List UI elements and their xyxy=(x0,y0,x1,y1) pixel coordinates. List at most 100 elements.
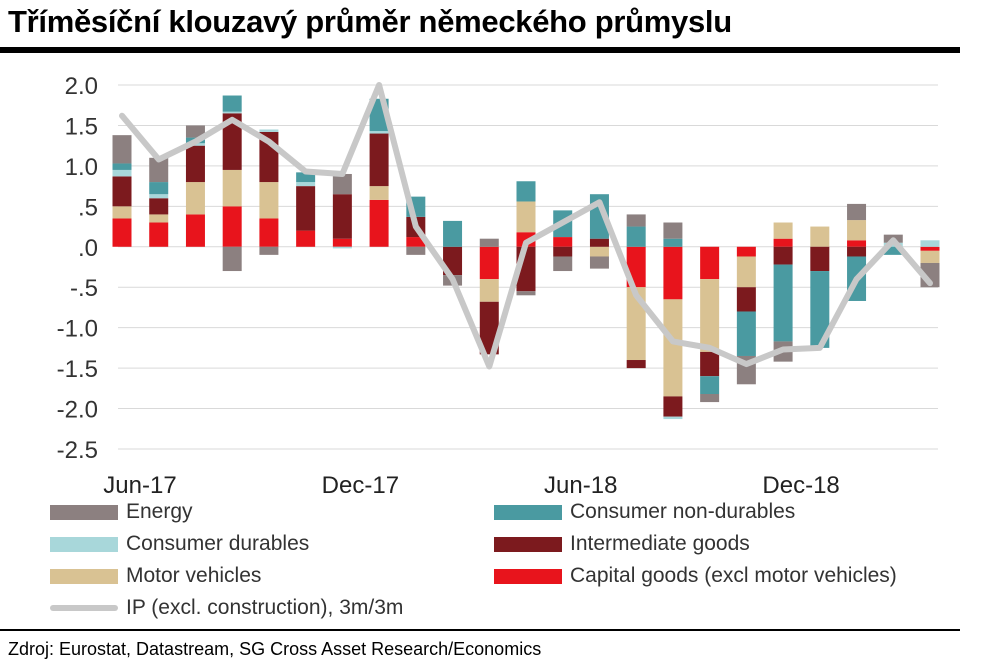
bar-energy-oct-17 xyxy=(259,246,279,255)
bar-intermediate-goods-feb-19 xyxy=(847,246,867,257)
legend-item: IP (excl. construction), 3m/3m xyxy=(50,596,403,620)
bar-capital-goods-excl-motor-vehicles-aug-17 xyxy=(185,214,205,247)
bar-energy-oct-18 xyxy=(700,393,720,403)
legend-label: IP (excl. construction), 3m/3m xyxy=(126,596,404,619)
bar-consumer-non-durables-mar-19 xyxy=(883,246,903,255)
legend-swatch xyxy=(494,568,562,584)
y-axis: 2.0 1.5 1.0 .5 .0 -.5 -1.0 -1.5 -2.0 -2.5 xyxy=(57,73,98,464)
bar-intermediate-goods-jan-18 xyxy=(369,133,389,187)
bar-motor-vehicles-apr-19 xyxy=(920,250,940,263)
y-tick-label: .5 xyxy=(78,194,98,221)
bar-capital-goods-excl-motor-vehicles-dec-17 xyxy=(332,238,352,247)
y-tick-label: 2.0 xyxy=(65,73,98,100)
bar-motor-vehicles-apr-18 xyxy=(479,279,499,302)
y-tick-label: -.5 xyxy=(70,275,98,302)
bar-energy-dec-17 xyxy=(332,173,352,195)
y-tick-label: -1.5 xyxy=(57,356,98,383)
bar-consumer-durables-dec-17 xyxy=(332,246,352,249)
title-divider xyxy=(0,47,960,53)
x-tick-label: Dec-17 xyxy=(322,472,399,499)
legend-swatch xyxy=(50,536,118,552)
source-divider xyxy=(0,629,960,631)
legend-label: Consumer durables xyxy=(126,532,310,555)
bar-motor-vehicles-sep-18 xyxy=(663,299,683,397)
bar-consumer-durables-nov-17 xyxy=(296,182,316,187)
bar-energy-feb-19 xyxy=(847,203,867,221)
bar-capital-goods-excl-motor-vehicles-nov-18 xyxy=(736,246,756,257)
bar-consumer-durables-sep-17 xyxy=(222,111,242,114)
source-note: Zdroj: Eurostat, Datastream, SG Cross As… xyxy=(8,639,542,659)
x-tick-label: Jun-18 xyxy=(544,472,617,499)
bar-intermediate-goods-aug-18 xyxy=(626,360,646,369)
bar-consumer-non-durables-sep-17 xyxy=(222,95,242,112)
bar-capital-goods-excl-motor-vehicles-oct-17 xyxy=(259,218,279,247)
bar-consumer-non-durables-dec-18 xyxy=(773,264,793,342)
legend-item: Motor vehicles xyxy=(50,564,261,588)
bar-capital-goods-excl-motor-vehicles-jan-18 xyxy=(369,199,389,247)
bar-intermediate-goods-dec-18 xyxy=(773,246,793,265)
legend-swatch xyxy=(50,568,118,584)
bar-capital-goods-excl-motor-vehicles-feb-19 xyxy=(847,240,867,247)
bar-consumer-durables-jul-17 xyxy=(149,194,169,199)
bar-intermediate-goods-aug-17 xyxy=(185,145,205,183)
bar-consumer-non-durables-jan-19 xyxy=(810,271,830,348)
bar-energy-apr-18 xyxy=(479,238,499,247)
bar-capital-goods-excl-motor-vehicles-apr-18 xyxy=(479,246,499,280)
legend-label: Capital goods (excl motor vehicles) xyxy=(570,564,897,587)
legend-label: Motor vehicles xyxy=(126,564,262,587)
bar-energy-sep-18 xyxy=(663,222,683,239)
y-tick-label: -1.0 xyxy=(57,316,98,343)
stacked-bar-chart: 2.0 1.5 1.0 .5 .0 -.5 -1.0 -1.5 -2.0 -2.5 Jun-17 D… xyxy=(57,73,940,499)
bar-motor-vehicles-jul-17 xyxy=(149,214,169,223)
bar-capital-goods-excl-motor-vehicles-oct-18 xyxy=(700,246,720,280)
bar-capital-goods-excl-motor-vehicles-dec-18 xyxy=(773,238,793,247)
bar-energy-jun-18 xyxy=(553,256,573,272)
bar-capital-goods-excl-motor-vehicles-jun-18 xyxy=(553,237,573,247)
legend-swatch xyxy=(494,504,562,520)
bar-motor-vehicles-aug-17 xyxy=(185,182,205,215)
bar-consumer-durables-oct-17 xyxy=(259,129,279,132)
legend-swatch xyxy=(494,536,562,552)
legend-item: Consumer durables xyxy=(50,532,309,556)
bar-consumer-non-durables-jul-17 xyxy=(149,182,169,195)
bar-motor-vehicles-dec-18 xyxy=(773,222,793,239)
bar-consumer-durables-jan-18 xyxy=(369,131,389,134)
bar-motor-vehicles-jul-18 xyxy=(589,246,609,257)
bar-intermediate-goods-jul-18 xyxy=(589,238,609,247)
chart-bars xyxy=(112,95,940,420)
bar-intermediate-goods-jun-17 xyxy=(112,176,132,207)
bar-motor-vehicles-oct-17 xyxy=(259,182,279,219)
legend-item: Capital goods (excl motor vehicles) xyxy=(494,564,897,588)
bar-capital-goods-excl-motor-vehicles-sep-17 xyxy=(222,206,242,247)
y-tick-label: 1.0 xyxy=(65,154,98,181)
bar-consumer-non-durables-nov-17 xyxy=(296,172,316,183)
chart-line xyxy=(119,82,933,370)
bar-capital-goods-excl-motor-vehicles-sep-18 xyxy=(663,246,683,300)
bar-motor-vehicles-nov-18 xyxy=(736,256,756,288)
bar-energy-aug-18 xyxy=(626,214,646,227)
bar-energy-jul-18 xyxy=(589,256,609,269)
y-tick-label: -2.5 xyxy=(57,437,98,464)
x-tick-label: Jun-17 xyxy=(103,472,176,499)
bar-consumer-non-durables-mar-18 xyxy=(443,220,463,247)
bar-motor-vehicles-oct-18 xyxy=(700,279,720,352)
bar-capital-goods-excl-motor-vehicles-jul-17 xyxy=(149,222,169,247)
bar-energy-may-18 xyxy=(516,291,536,296)
bar-capital-goods-excl-motor-vehicles-jun-17 xyxy=(112,218,132,247)
y-tick-label: 1.5 xyxy=(65,113,98,140)
ip-line-series xyxy=(119,82,933,370)
bar-consumer-non-durables-jun-17 xyxy=(112,163,132,170)
bar-intermediate-goods-nov-17 xyxy=(296,186,316,231)
bar-consumer-durables-apr-19 xyxy=(920,240,940,247)
bar-consumer-durables-jun-17 xyxy=(112,169,132,177)
chart-title: Tříměsíční klouzavý průměr německého prů… xyxy=(8,4,732,39)
bar-intermediate-goods-jul-17 xyxy=(149,198,169,215)
bar-intermediate-goods-jan-19 xyxy=(810,246,830,272)
legend-swatch xyxy=(50,605,118,611)
bar-intermediate-goods-oct-18 xyxy=(700,351,720,377)
bar-energy-sep-17 xyxy=(222,246,242,272)
x-tick-label: Dec-18 xyxy=(762,472,839,499)
y-tick-label: -2.0 xyxy=(57,397,98,424)
bar-intermediate-goods-sep-17 xyxy=(222,113,242,170)
bar-energy-jul-17 xyxy=(149,157,169,183)
